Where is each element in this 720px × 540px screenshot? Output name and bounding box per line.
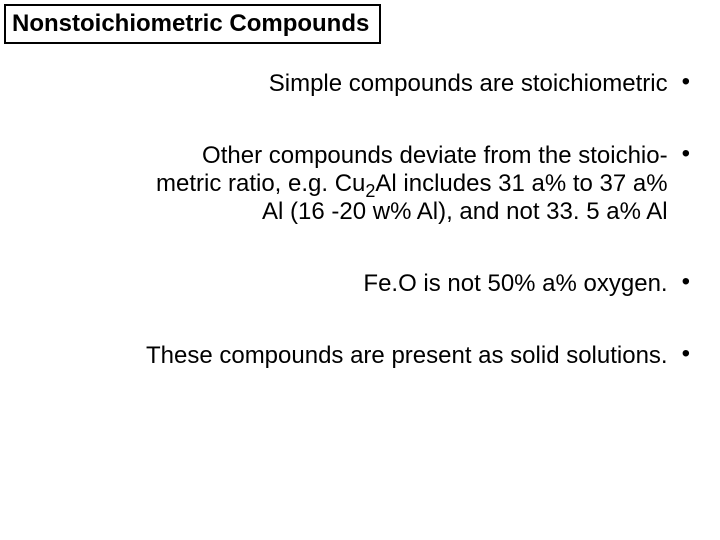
slide: Nonstoichiometric Compounds Simple compo…	[0, 0, 720, 540]
bullet-text: Simple compounds are stoichiometric	[269, 70, 668, 98]
bullet-list: Simple compounds are stoichiometric • Ot…	[30, 70, 690, 414]
bullet-text: Other compounds deviate from the stoichi…	[156, 142, 668, 226]
bullet-text: Fe.O is not 50% a% oxygen.	[363, 270, 667, 298]
bullet-line: Fe.O is not 50% a% oxygen.	[363, 270, 667, 297]
bullet-text: These compounds are present as solid sol…	[146, 342, 668, 370]
list-item: Simple compounds are stoichiometric •	[30, 70, 690, 98]
bullet-icon: •	[682, 270, 690, 294]
list-item: Fe.O is not 50% a% oxygen. •	[30, 270, 690, 298]
list-item: These compounds are present as solid sol…	[30, 342, 690, 370]
bullet-icon: •	[682, 70, 690, 94]
bullet-icon: •	[682, 142, 690, 166]
slide-title: Nonstoichiometric Compounds	[4, 4, 381, 44]
list-item: Other compounds deviate from the stoichi…	[30, 142, 690, 226]
bullet-line: These compounds are present as solid sol…	[146, 342, 668, 369]
bullet-line: Simple compounds are stoichiometric	[269, 70, 668, 97]
bullet-icon: •	[682, 342, 690, 366]
